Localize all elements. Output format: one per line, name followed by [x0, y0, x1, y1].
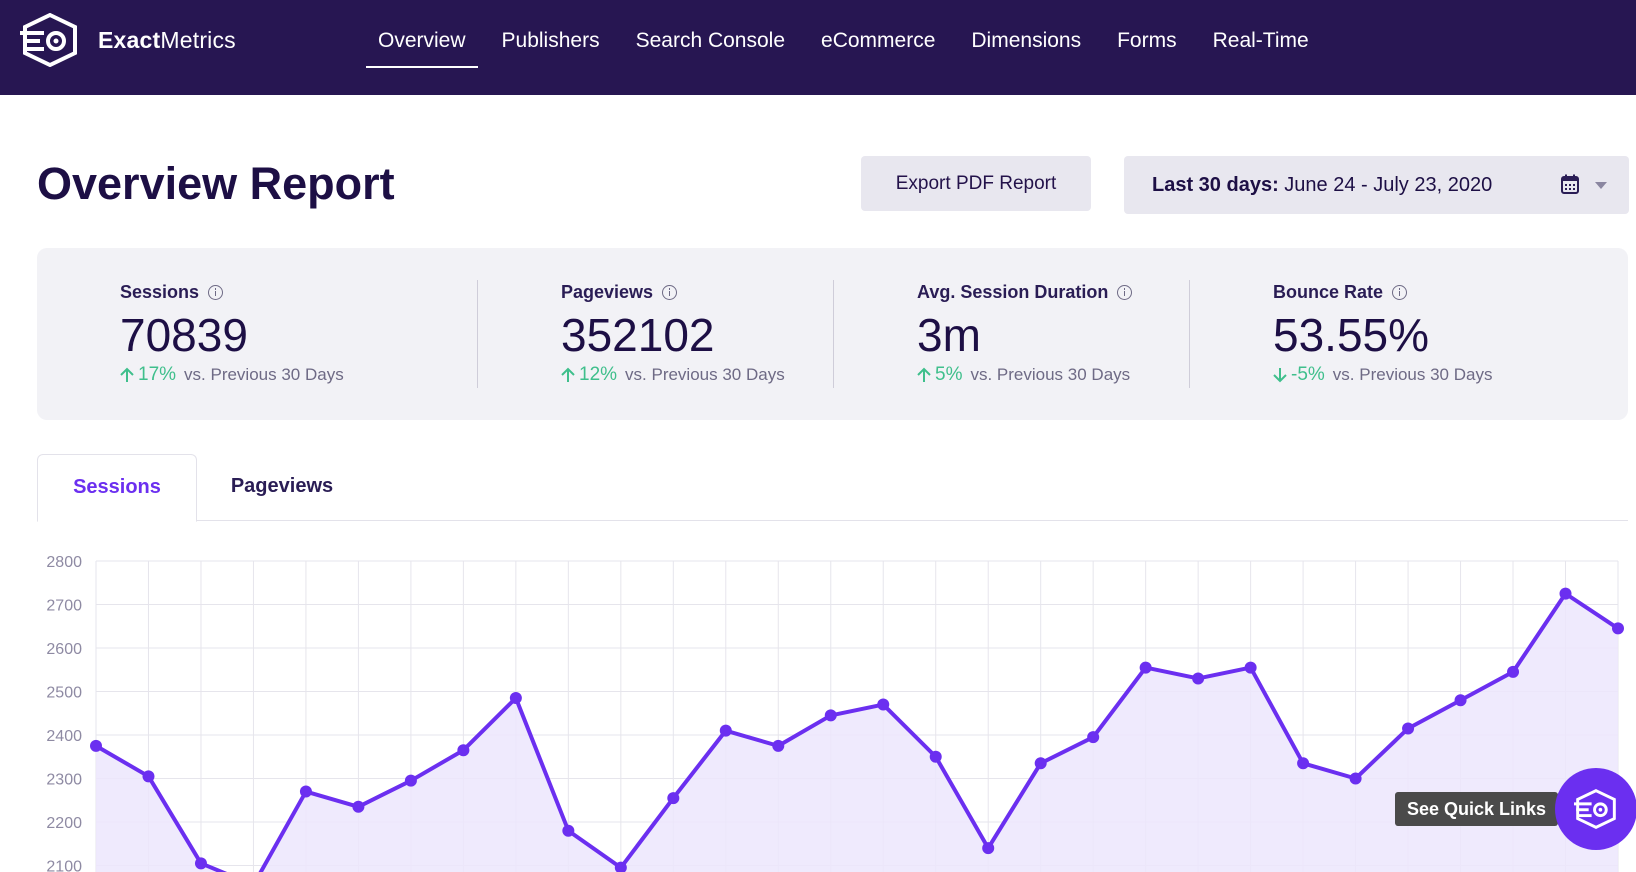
- sessions-area-chart: 2800 2700 2600 2500 2400 2300 2200 2100: [46, 554, 1624, 872]
- chart-tabs: Sessions Pageviews: [37, 454, 1628, 522]
- stat-divider: [1189, 280, 1190, 388]
- stat-value: 352102: [561, 309, 715, 361]
- info-icon[interactable]: [208, 285, 224, 300]
- nav-item-dimensions[interactable]: Dimensions: [971, 29, 1082, 52]
- data-point: [90, 739, 102, 752]
- series-line: [94, 591, 1620, 872]
- data-point: [614, 861, 627, 872]
- y-tick-label: 2500: [46, 685, 82, 702]
- data-point: [1087, 731, 1100, 744]
- arrow-down-icon: [1273, 368, 1287, 383]
- stat-label: Avg. Session Duration: [917, 282, 1133, 303]
- stat-value: 53.55%: [1273, 309, 1430, 361]
- info-icon[interactable]: [662, 285, 678, 300]
- stat-value: 70839: [120, 309, 248, 361]
- brand-name: ExactMetrics: [98, 26, 236, 53]
- stat-change: 12% vs. Previous 30 Days: [561, 364, 785, 386]
- y-tick-label: 2700: [46, 598, 82, 615]
- stat-change: -5% vs. Previous 30 Days: [1273, 364, 1492, 386]
- data-point: [929, 750, 942, 763]
- stat-change: 17% vs. Previous 30 Days: [120, 364, 344, 386]
- data-point: [194, 857, 207, 870]
- date-range-picker[interactable]: Last 30 days: June 24 - July 23, 2020: [1124, 156, 1629, 214]
- info-icon[interactable]: [1117, 285, 1133, 300]
- data-point: [877, 698, 890, 711]
- data-point: [1192, 672, 1205, 685]
- data-point: [1034, 757, 1047, 770]
- y-tick-label: 2600: [46, 641, 82, 658]
- chevron-down-icon: [1595, 182, 1607, 189]
- data-point: [509, 692, 522, 705]
- series-area: [96, 593, 1618, 872]
- data-point: [1612, 622, 1624, 635]
- stat-label: Bounce Rate: [1273, 282, 1408, 303]
- data-point: [1244, 661, 1257, 674]
- date-range-text: Last 30 days: June 24 - July 23, 2020: [1152, 173, 1493, 196]
- stat-divider: [477, 280, 478, 388]
- data-point: [404, 774, 417, 787]
- data-point: [352, 800, 365, 813]
- nav-item-publishers[interactable]: Publishers: [501, 29, 600, 52]
- exactmetrics-logo-icon: [1574, 789, 1616, 829]
- arrow-up-icon: [561, 367, 575, 382]
- y-tick-label: 2400: [46, 728, 82, 745]
- data-point: [299, 785, 312, 798]
- nav-item-ecommerce[interactable]: eCommerce: [821, 29, 936, 52]
- y-tick-label: 2800: [46, 554, 82, 571]
- y-tick-label: 2100: [46, 859, 82, 872]
- tab-pageviews[interactable]: Pageviews: [230, 475, 334, 497]
- data-point: [142, 770, 155, 783]
- nav-item-forms[interactable]: Forms: [1117, 29, 1177, 52]
- data-point: [824, 709, 837, 722]
- data-point: [772, 739, 785, 752]
- quick-links-tooltip: See Quick Links: [1395, 792, 1559, 826]
- nav-item-overview[interactable]: Overview: [360, 0, 484, 95]
- exactmetrics-logo-icon: [20, 13, 77, 67]
- data-point: [1454, 694, 1467, 707]
- arrow-up-icon: [917, 367, 931, 382]
- brand-logo[interactable]: ExactMetrics: [20, 13, 236, 67]
- info-icon[interactable]: [1392, 285, 1408, 300]
- data-point: [562, 824, 575, 837]
- stat-label: Pageviews: [561, 282, 678, 303]
- data-point: [1559, 587, 1572, 600]
- data-point: [1139, 661, 1152, 674]
- data-point: [1507, 665, 1520, 678]
- stat-change: 5% vs. Previous 30 Days: [917, 364, 1130, 386]
- stat-value: 3m: [917, 309, 981, 361]
- data-point: [982, 842, 995, 855]
- calendar-icon: [1561, 174, 1579, 194]
- stat-label: Sessions: [120, 282, 224, 303]
- arrow-up-icon: [120, 367, 134, 382]
- nav-item-search-console[interactable]: Search Console: [635, 29, 786, 52]
- data-point: [1349, 772, 1362, 785]
- data-point: [1402, 722, 1415, 735]
- data-point: [457, 744, 470, 757]
- top-navigation-bar: ExactMetrics Overview Publishers Search …: [0, 0, 1636, 95]
- page-title: Overview Report: [37, 158, 395, 209]
- tab-sessions[interactable]: Sessions: [37, 454, 197, 522]
- y-tick-label: 2200: [46, 815, 82, 832]
- data-point: [667, 792, 680, 805]
- stats-summary-panel: Sessions 70839 17% vs. Previous 30 Days P…: [37, 248, 1628, 420]
- data-point: [1297, 757, 1310, 770]
- export-pdf-button[interactable]: Export PDF Report: [861, 156, 1091, 211]
- stat-divider: [833, 280, 834, 388]
- quick-links-button[interactable]: [1555, 768, 1636, 850]
- nav-item-real-time[interactable]: Real-Time: [1212, 29, 1309, 52]
- main-nav: Overview Publishers Search Console eComm…: [360, 0, 1327, 95]
- data-point: [719, 724, 732, 737]
- y-tick-label: 2300: [46, 772, 82, 789]
